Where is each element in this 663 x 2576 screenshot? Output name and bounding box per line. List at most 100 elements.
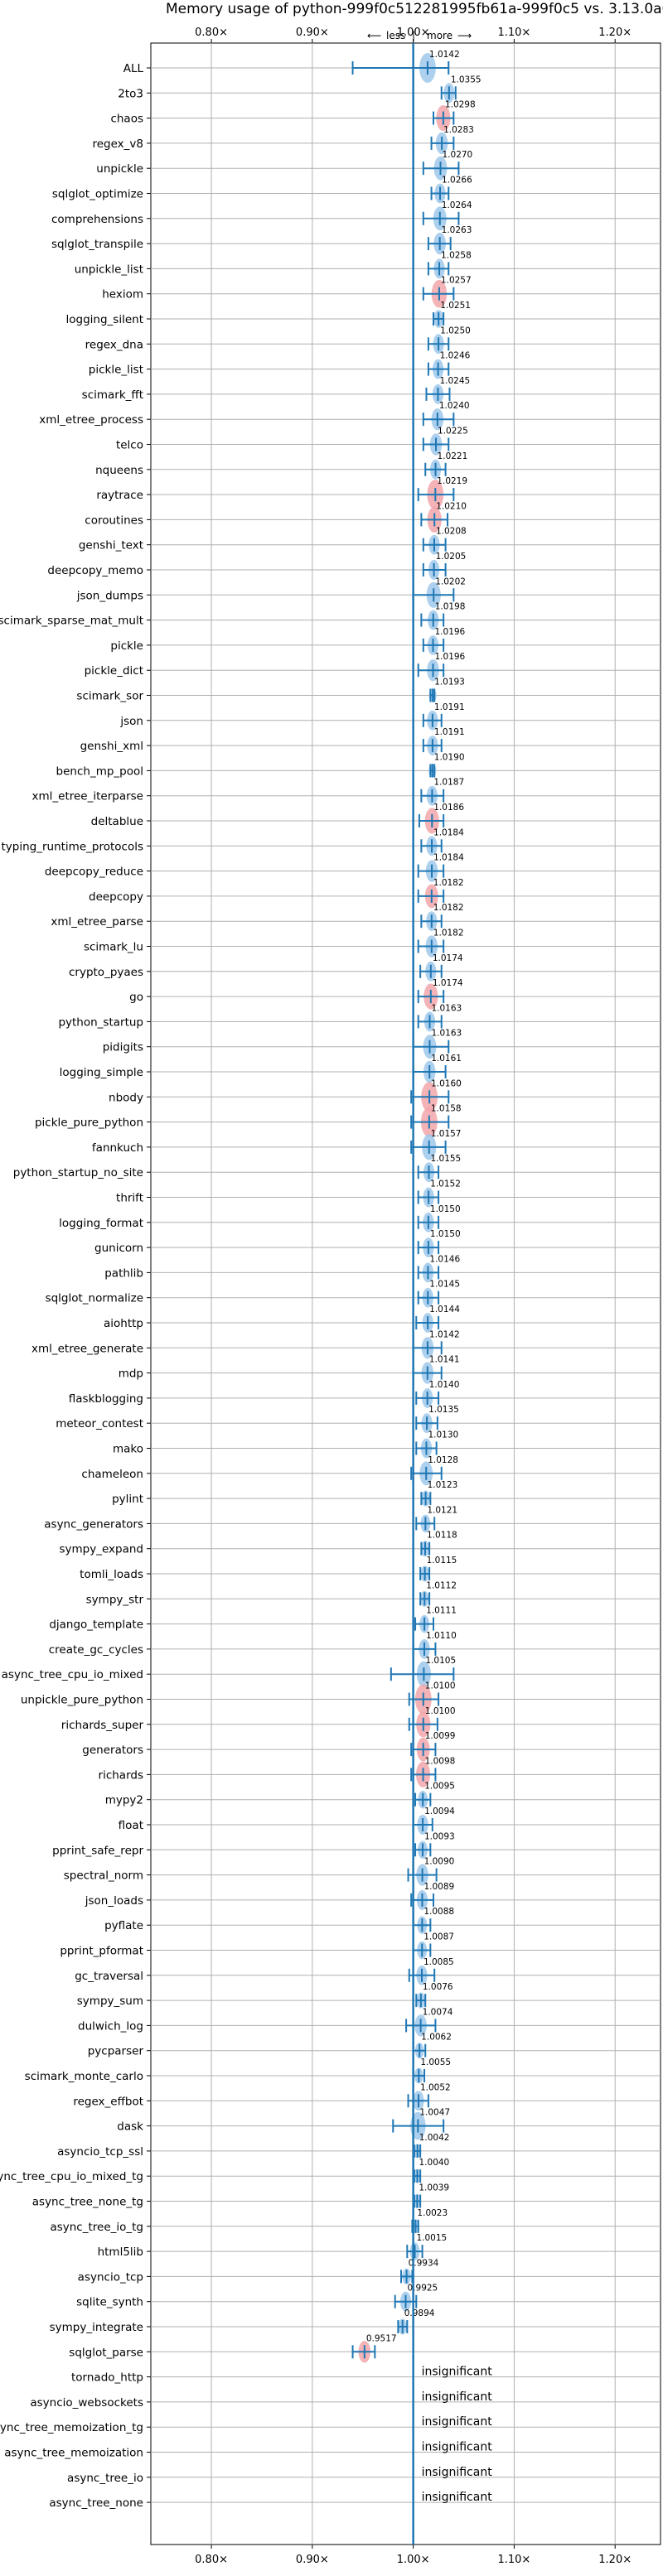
value-label: 1.0100 <box>425 1681 456 1691</box>
value-label: 1.0142 <box>429 50 460 60</box>
row-label: nbody <box>109 1091 143 1104</box>
row-label: xml_etree_parse <box>51 915 143 929</box>
value-label: 1.0182 <box>433 903 464 913</box>
value-label: 1.0191 <box>434 702 465 712</box>
x-tick-label-top: 0.80× <box>195 27 228 39</box>
value-label: 0.9894 <box>404 2308 435 2318</box>
row-label: sympy_integrate <box>50 2321 143 2334</box>
value-label: 1.0047 <box>419 2108 450 2118</box>
value-label: 1.0257 <box>441 276 472 286</box>
value-label: 1.0042 <box>419 2133 450 2143</box>
row-label: genshi_text <box>79 539 143 552</box>
value-label: 1.0094 <box>424 1807 455 1816</box>
row-label: sqlglot_parse <box>69 2346 143 2359</box>
value-label: 1.0023 <box>417 2208 448 2218</box>
row-label: 2to3 <box>118 87 143 100</box>
row-label: pathlib <box>104 1266 143 1280</box>
value-label: 1.0202 <box>435 576 466 586</box>
value-label: 1.0118 <box>427 1531 457 1541</box>
row-label: async_tree_cpu_io_mixed <box>2 1668 143 1681</box>
row-label: create_gc_cycles <box>49 1643 143 1657</box>
value-label: 1.0150 <box>430 1204 461 1214</box>
row-label: logging_format <box>59 1217 143 1230</box>
row-label: html5lib <box>98 2246 143 2259</box>
row-label: scimark_lu <box>84 941 143 954</box>
insignificant-label: insignificant <box>422 2366 493 2379</box>
value-label: 1.0283 <box>443 125 474 135</box>
row-label: logging_silent <box>66 313 143 326</box>
row-label: pprint_pformat <box>60 1945 143 1958</box>
value-label: 1.0182 <box>433 929 464 938</box>
row-label: gunicorn <box>94 1242 143 1255</box>
value-label: 1.0087 <box>423 1932 454 1942</box>
x-tick-label-bottom: 1.10× <box>497 2554 530 2566</box>
direction-note: ⟵ less | more ⟶ <box>367 30 472 41</box>
value-label: 1.0196 <box>435 652 466 662</box>
row-label: comprehensions <box>51 213 143 226</box>
value-label: 1.0196 <box>435 627 466 637</box>
plot-area: 0.80× 0.80× 0.90× 0.90× 1.00× 1.00× 1.10× 1.10×… <box>0 27 661 2566</box>
value-label: 1.0251 <box>440 301 471 311</box>
value-label: 1.0105 <box>425 1656 456 1666</box>
value-label: 1.0161 <box>431 1054 462 1064</box>
row-label: richards <box>99 1768 143 1782</box>
value-label: 1.0210 <box>436 501 467 511</box>
row-label: ALL <box>123 62 144 75</box>
x-tick-label-bottom: 0.80× <box>195 2554 228 2566</box>
row-label: richards_super <box>61 1719 144 1732</box>
row-label: sympy_sum <box>77 1995 143 2008</box>
value-label: 1.0266 <box>442 176 472 186</box>
value-label: 1.0089 <box>423 1882 454 1892</box>
value-label: 1.0099 <box>425 1731 456 1741</box>
value-label: 1.0270 <box>443 150 473 160</box>
row-label: telco <box>116 439 143 452</box>
value-label: 1.0150 <box>430 1229 461 1239</box>
row-label: bench_mp_pool <box>56 765 143 778</box>
insignificant-label: insignificant <box>422 2466 493 2479</box>
value-label: 1.0355 <box>451 75 482 84</box>
row-label: float <box>119 1819 143 1832</box>
value-label: 1.0160 <box>431 1078 462 1088</box>
value-label: 1.0093 <box>424 1831 455 1841</box>
value-label: 1.0191 <box>434 727 465 737</box>
row-label: asyncio_tcp <box>78 2270 143 2284</box>
row-label: xml_etree_process <box>39 413 143 427</box>
row-label: async_tree_memoization_tg <box>0 2421 143 2434</box>
row-label: dulwich_log <box>78 2019 143 2033</box>
value-label: 1.0128 <box>428 1455 458 1465</box>
value-label: 1.0146 <box>429 1254 460 1264</box>
value-label: 1.0100 <box>425 1706 456 1716</box>
row-label: dask <box>117 2120 143 2134</box>
row-label: nqueens <box>95 464 143 477</box>
row-label: genshi_xml <box>80 740 143 753</box>
plot-frame <box>150 42 661 2545</box>
row-label: mdp <box>119 1368 143 1381</box>
row-label: async_generators <box>44 1517 143 1531</box>
row-label: pycparser <box>88 2045 144 2058</box>
value-label: 1.0112 <box>426 1580 457 1590</box>
value-label: 1.0040 <box>419 2158 450 2168</box>
value-label: 1.0095 <box>424 1782 455 1792</box>
row-label: django_template <box>49 1618 143 1632</box>
value-label: 1.0155 <box>431 1154 462 1164</box>
insignificant-label: insignificant <box>422 2491 493 2504</box>
row-label: unpickle <box>96 162 143 176</box>
row-label: sympy_expand <box>59 1543 143 1556</box>
value-label: 1.0298 <box>445 100 476 110</box>
value-label: 1.0098 <box>425 1756 456 1766</box>
x-tick-label-top: 1.10× <box>497 27 530 39</box>
value-label: 1.0263 <box>442 225 472 235</box>
row-label: python_startup_no_site <box>13 1166 143 1179</box>
less-arrow: ⟵ <box>367 30 381 41</box>
row-label: aiohttp <box>104 1317 143 1330</box>
value-label: 1.0152 <box>430 1179 461 1189</box>
value-label: 1.0115 <box>427 1556 457 1565</box>
row-label: mypy2 <box>105 1794 143 1807</box>
value-label: 1.0184 <box>433 853 464 863</box>
value-label: 1.0141 <box>429 1355 460 1365</box>
row-label: scimark_sparse_mat_mult <box>0 615 143 628</box>
row-label: python_startup <box>58 1015 143 1029</box>
value-label: 1.0221 <box>438 451 468 461</box>
row-label: mako <box>113 1443 143 1456</box>
row-label: pidigits <box>103 1041 143 1054</box>
